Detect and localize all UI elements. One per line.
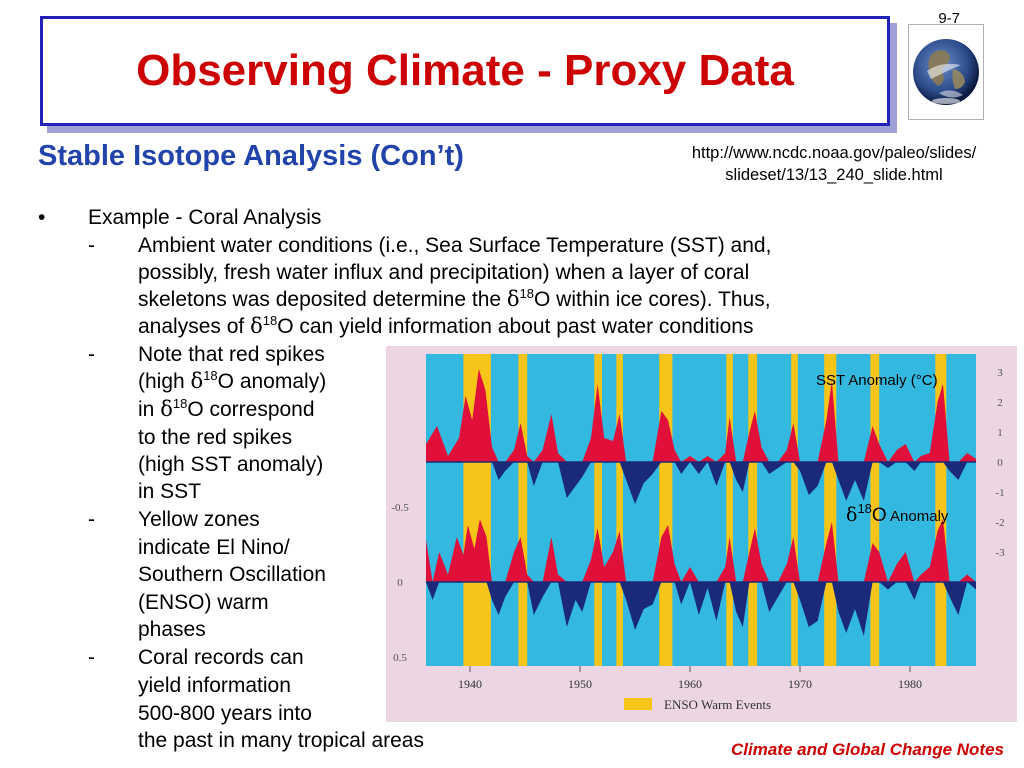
- sst-series-positive: [426, 369, 976, 462]
- source-url-line-2: slideset/13/13_240_slide.html: [725, 166, 943, 184]
- superscript: 18: [262, 313, 278, 328]
- left-axis-tick-label: 0: [397, 577, 403, 589]
- d18o-anomaly-label: δ18O Anomaly: [846, 501, 949, 527]
- delta-symbol: δ: [190, 369, 204, 393]
- enso-warm-band: [518, 354, 528, 666]
- delta-symbol: δ: [160, 397, 173, 421]
- source-url-line-1: http://www.ncdc.noaa.gov/paleo/slides/: [691, 144, 977, 162]
- delta-symbol: δ: [250, 314, 263, 338]
- item-2-line-2-a: (high: [138, 370, 191, 393]
- item-3-line-4: (ENSO) warm: [138, 591, 269, 614]
- item-2-line-3: in δ18O correspond: [138, 396, 315, 423]
- item-4-line-2: yield information: [138, 674, 291, 697]
- earth-globe-icon: [913, 39, 979, 105]
- enso-warm-band: [870, 354, 880, 666]
- item-1-line-3-b: O within ice cores). Thus,: [534, 288, 771, 311]
- superscript: 18: [172, 396, 188, 411]
- x-tick-label: 1940: [458, 677, 482, 691]
- item-2-line-2-b: O anomaly): [217, 370, 327, 393]
- item-2-line-3-a: in: [138, 398, 161, 421]
- item-2-line-4: to the red spikes: [138, 426, 293, 449]
- d18o-series-negative: [426, 519, 976, 582]
- chart-plot-area: [426, 354, 976, 666]
- d18o-tail: O: [871, 505, 887, 526]
- page-title: Observing Climate - Proxy Data: [136, 46, 794, 95]
- left-axis-tick-label: -0.5: [391, 502, 409, 514]
- earth-globe-image: [908, 24, 984, 120]
- item-2-line-6: in SST: [138, 480, 202, 503]
- item-1-line-4-b: O can yield information about past water…: [277, 315, 754, 338]
- item-1-line-3: skeletons was deposited determine the δ1…: [138, 286, 771, 313]
- enso-warm-band: [659, 354, 673, 666]
- dash-marker: -: [88, 234, 95, 257]
- item-2-line-3-b: O correspond: [187, 398, 315, 421]
- right-axis-tick-label: -1: [995, 487, 1004, 499]
- x-tick-label: 1960: [678, 677, 702, 691]
- item-1-line-2: possibly, fresh water influx and precipi…: [138, 261, 750, 284]
- right-axis-tick-label: 0: [997, 457, 1003, 469]
- footer-text: Climate and Global Change Notes: [731, 740, 1004, 759]
- delta-symbol: δ: [506, 287, 520, 311]
- enso-warm-band: [726, 354, 733, 666]
- enso-warm-band: [791, 354, 798, 666]
- right-axis-tick-label: 4: [997, 346, 1003, 349]
- enso-warm-band: [616, 354, 623, 666]
- coral-isotope-chart: 1940 1950 1960 1970 1980 4 3 2 1 0 -1 -2 -3 -0.5 0 0.5 E…: [386, 337, 1017, 722]
- d18o-anomaly-word: Anomaly: [890, 508, 949, 525]
- right-axis-tick-label: -3: [995, 547, 1005, 559]
- item-4-line-4: the past in many tropical areas: [138, 729, 424, 752]
- item-3-line-2: indicate El Nino/: [138, 536, 290, 559]
- enso-warm-band: [748, 354, 758, 666]
- item-1-line-1: Ambient water conditions (i.e., Sea Surf…: [138, 234, 772, 257]
- superscript: 18: [857, 501, 872, 516]
- enso-legend-swatch: [624, 698, 652, 710]
- enso-legend-label: ENSO Warm Events: [664, 697, 771, 712]
- item-1-line-3-a: skeletons was deposited determine the: [138, 288, 507, 311]
- right-axis-tick-label: -2: [995, 517, 1004, 529]
- bullet-marker: •: [38, 206, 46, 229]
- source-url: http://www.ncdc.noaa.gov/paleo/slides/ s…: [640, 142, 1024, 186]
- right-axis-tick-label: 2: [997, 397, 1003, 409]
- title-box: Observing Climate - Proxy Data: [40, 16, 890, 126]
- slide-number: 9-7: [938, 10, 960, 27]
- item-2-line-5: (high SST anomaly): [138, 453, 324, 476]
- x-tick-label: 1970: [788, 677, 812, 691]
- right-axis-tick-label: 1: [997, 427, 1003, 439]
- dash-marker: -: [88, 646, 95, 669]
- sst-series-negative: [426, 462, 976, 504]
- delta-symbol: δ: [846, 504, 858, 526]
- x-tick-label: 1980: [898, 677, 922, 691]
- subtitle: Stable Isotope Analysis (Con’t): [38, 140, 464, 172]
- d18o-series-positive: [426, 582, 976, 636]
- chart-svg: 1940 1950 1960 1970 1980 4 3 2 1 0 -1 -2 -3 -0.5 0 0.5 E…: [386, 337, 1017, 722]
- item-2-line-1: Note that red spikes: [138, 343, 325, 366]
- item-4-line-1: Coral records can: [138, 646, 304, 669]
- item-4-line-3: 500-800 years into: [138, 702, 312, 725]
- item-1-line-4-a: analyses of: [138, 315, 251, 338]
- sst-anomaly-label: SST Anomaly (°C): [816, 372, 938, 389]
- left-axis-tick-label: 0.5: [393, 652, 407, 664]
- superscript: 18: [519, 286, 535, 301]
- item-3-line-5: phases: [138, 618, 206, 641]
- dash-marker: -: [88, 508, 95, 531]
- right-axis-tick-label: 3: [997, 367, 1003, 379]
- dash-marker: -: [88, 343, 95, 366]
- item-3-line-3: Southern Oscillation: [138, 563, 326, 586]
- bullet-text: Example - Coral Analysis: [88, 206, 322, 229]
- superscript: 18: [203, 368, 218, 383]
- enso-warm-band: [594, 354, 602, 666]
- item-1-line-4: analyses of δ18O can yield information a…: [138, 313, 753, 340]
- enso-warm-band: [935, 354, 947, 666]
- x-tick-label: 1950: [568, 677, 592, 691]
- item-2-line-2: (high δ18O anomaly): [138, 368, 326, 395]
- item-3-line-1: Yellow zones: [138, 508, 260, 531]
